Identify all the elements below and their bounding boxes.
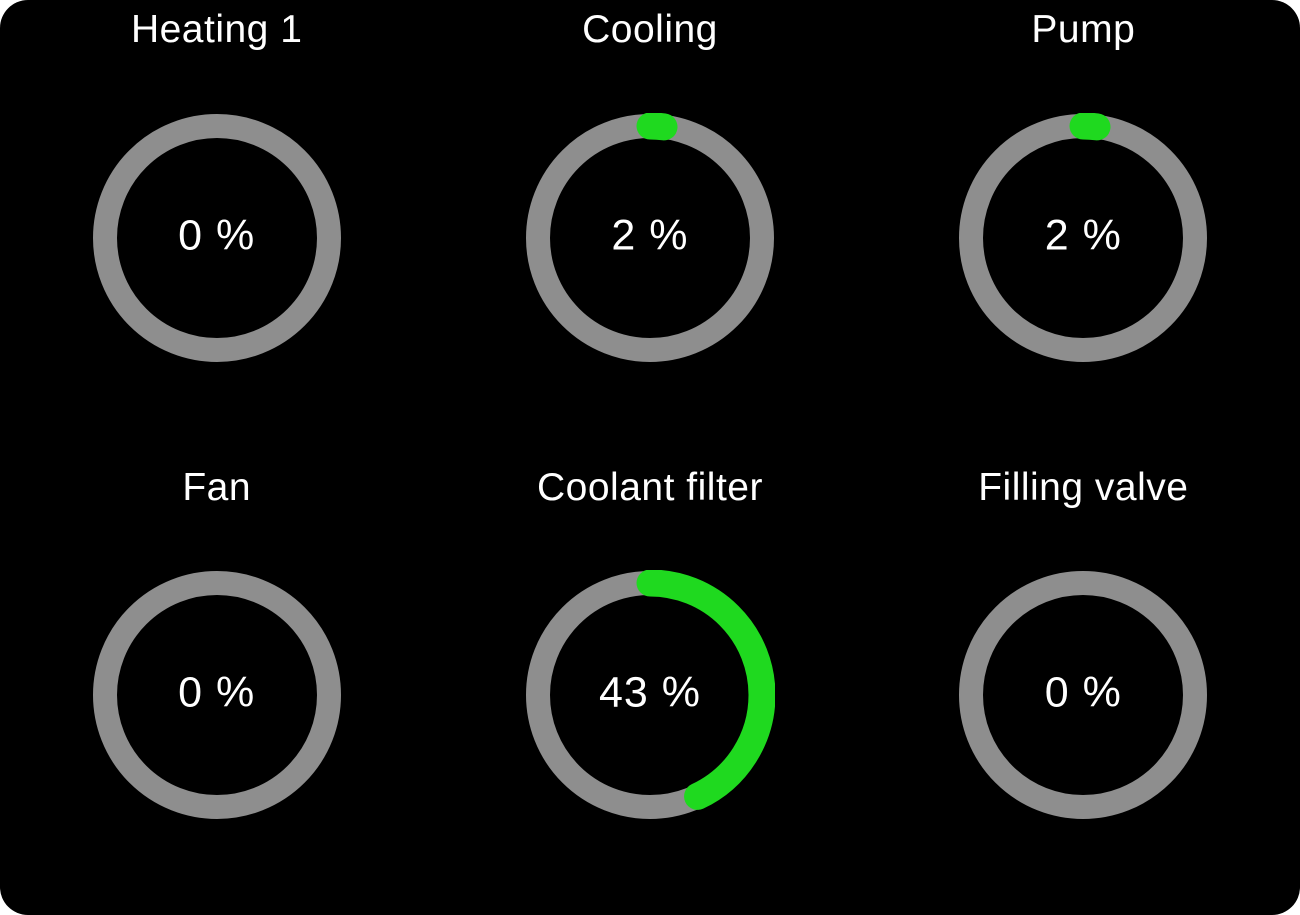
gauge-title-coolant-filter: Coolant filter [537, 465, 763, 509]
gauge-coolant-filter: 43 % [524, 570, 775, 821]
gauge-cell-cooling: Cooling 2 % [433, 0, 866, 458]
gauge-value-coolant-filter: 43 % [598, 668, 701, 717]
gauge-title-filling-valve: Filling valve [978, 465, 1189, 509]
gauge-heating-1: 0 % [92, 113, 342, 363]
gauge-value-arc [524, 112, 775, 363]
gauge-track-ring [92, 571, 341, 820]
donut-gauge-icon [959, 571, 1208, 820]
gauge-track-ring [959, 571, 1208, 820]
gauge-title-cooling: Cooling [582, 8, 718, 51]
donut-gauge-icon [524, 112, 775, 363]
gauge-fan: 0 % [92, 570, 342, 820]
gauge-title-pump: Pump [1031, 8, 1136, 51]
gauge-title-fan: Fan [182, 465, 252, 509]
donut-gauge-icon [92, 571, 341, 820]
gauge-cell-heating-1: Heating 1 0 % [0, 0, 433, 458]
gauge-value-fan: 0 % [178, 668, 256, 717]
gauge-value-cooling: 2 % [611, 211, 689, 260]
gauge-value-pump: 2 % [1044, 211, 1122, 260]
gauge-value-arc [958, 112, 1209, 363]
gauge-cooling: 2 % [524, 112, 775, 363]
gauge-title-heating-1: Heating 1 [130, 8, 303, 51]
gauge-cell-fan: Fan 0 % [0, 458, 433, 915]
gauge-cell-pump: Pump 2 % [867, 0, 1300, 458]
gauge-filling-valve: 0 % [958, 570, 1208, 820]
gauge-value-filling-valve: 0 % [1044, 668, 1122, 717]
gauge-value-arc [524, 570, 775, 821]
gauge-cell-filling-valve: Filling valve 0 % [867, 458, 1300, 915]
gauge-pump: 2 % [958, 112, 1209, 363]
gauge-track-ring [92, 113, 341, 362]
gauge-value-heating-1: 0 % [178, 211, 256, 260]
donut-gauge-icon [958, 112, 1209, 363]
donut-gauge-icon [524, 570, 775, 821]
donut-gauge-icon [92, 113, 341, 362]
gauge-cell-coolant-filter: Coolant filter 43 % [433, 458, 866, 915]
